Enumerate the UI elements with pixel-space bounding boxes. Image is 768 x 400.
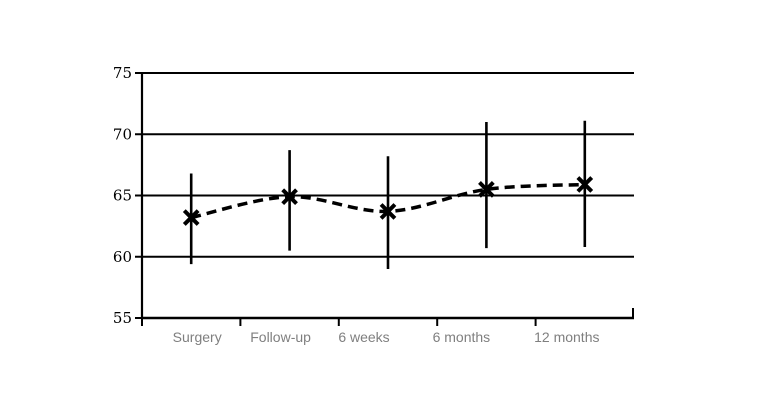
y-axis-tick-label: 55	[113, 309, 132, 327]
y-axis-tick-label: 75	[113, 64, 132, 82]
x-axis-category-label: 6 weeks	[338, 329, 389, 345]
x-axis-category-label: Follow-up	[250, 329, 311, 345]
x-marker-icon	[478, 181, 495, 198]
y-axis-tick-label: 70	[113, 125, 132, 143]
x-marker-icon	[379, 203, 397, 220]
y-axis-tick-label: 65	[113, 187, 132, 205]
x-marker-icon	[576, 176, 594, 193]
x-axis-category-label: 6 months	[433, 329, 491, 345]
y-axis-tick-label: 60	[113, 248, 132, 266]
x-axis-category-label: Surgery	[173, 329, 222, 345]
x-marker-icon	[182, 209, 200, 226]
x-marker-icon	[281, 188, 298, 206]
x-axis-category-label: 12 months	[534, 329, 599, 345]
